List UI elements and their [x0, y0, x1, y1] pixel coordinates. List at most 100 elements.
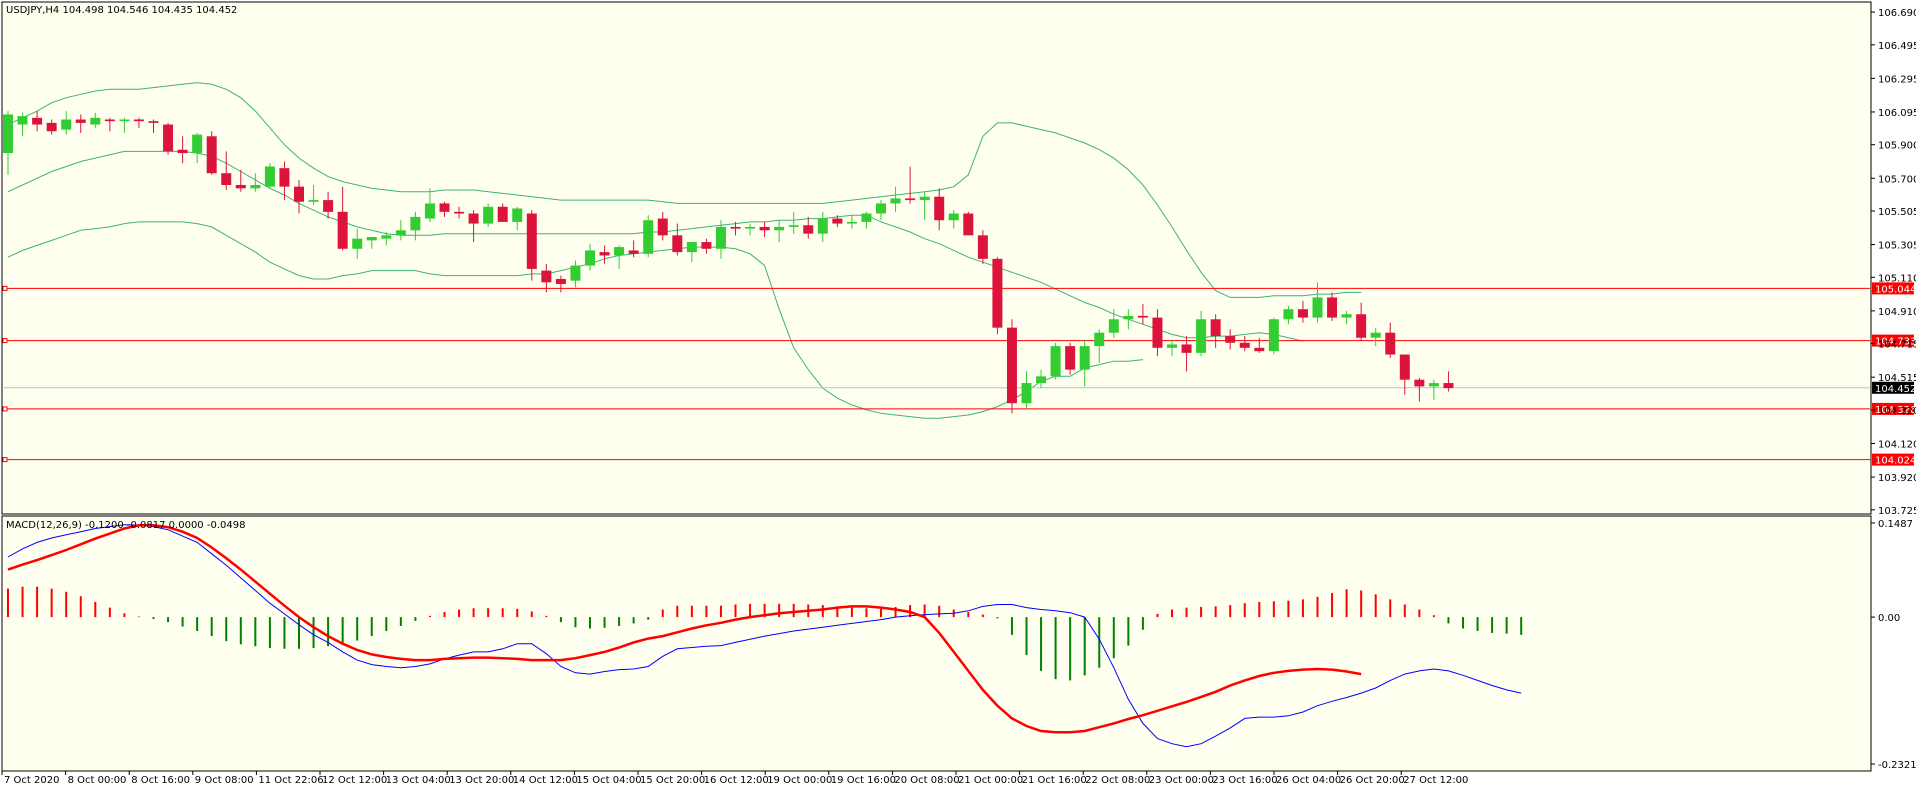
- candle-body: [861, 213, 872, 222]
- candle-body: [1108, 319, 1119, 333]
- candle-body: [1006, 327, 1017, 404]
- candle-body: [148, 121, 159, 123]
- time-tick-label: 21 Oct 00:00: [958, 775, 1023, 786]
- price-tick-label: 104.910: [1878, 307, 1916, 318]
- candle-body: [1414, 379, 1425, 387]
- candle-body: [192, 134, 203, 154]
- candle-body: [730, 226, 741, 229]
- candle-body: [643, 220, 654, 254]
- candle-body: [454, 211, 465, 214]
- current-price-tag: [1872, 381, 1914, 394]
- time-tick-label: 27 Oct 12:00: [1403, 775, 1468, 786]
- candle-body: [410, 216, 421, 231]
- level-price-label: 104.024: [1875, 456, 1916, 467]
- candle-body: [1050, 346, 1061, 377]
- candle-body: [337, 211, 348, 249]
- price-tick-label: 104.120: [1878, 439, 1916, 450]
- candle-body: [1137, 315, 1148, 318]
- candle-body: [1036, 376, 1047, 384]
- price-tick-label: 106.690: [1878, 8, 1916, 19]
- candle-body: [119, 119, 130, 122]
- time-tick-label: 11 Oct 22:06: [258, 775, 323, 786]
- candle-body: [934, 196, 945, 221]
- candle-body: [1079, 346, 1090, 370]
- candle-body: [1152, 317, 1163, 348]
- candle-body: [163, 124, 174, 152]
- candle-body: [483, 206, 494, 224]
- candle-body: [17, 116, 28, 125]
- price-tick-label: 105.305: [1878, 241, 1916, 252]
- candle-body: [75, 119, 86, 123]
- candle-body: [1356, 314, 1367, 338]
- macd-tick-label: 0.1487: [1878, 519, 1913, 530]
- horizontal-levels[interactable]: 105.044 104.733 104.326 104.024 104.452: [2, 282, 1916, 467]
- bollinger-middle-line: [7, 150, 1304, 342]
- candle-body: [905, 198, 916, 201]
- candle-body: [555, 278, 566, 285]
- time-tick-label: 15 Oct 04:00: [576, 775, 641, 786]
- candle-body: [1283, 309, 1294, 320]
- macd-line: [7, 524, 1522, 748]
- candle-body: [526, 213, 537, 269]
- candle-body: [759, 226, 770, 231]
- candle-body: [919, 196, 930, 201]
- candle-body: [264, 166, 275, 187]
- candle-body: [585, 250, 595, 266]
- candle-body: [1428, 383, 1439, 387]
- candle-body: [977, 235, 988, 259]
- candle-body: [1385, 332, 1396, 355]
- price-tick-label: 106.095: [1878, 108, 1916, 119]
- candle-body: [599, 252, 610, 256]
- candlesticks: [3, 111, 1454, 414]
- price-tick-label: 105.700: [1878, 174, 1916, 185]
- candle-body: [1196, 319, 1207, 353]
- time-tick-label: 26 Oct 20:00: [1340, 775, 1405, 786]
- candle-body: [832, 218, 843, 224]
- time-tick-label: 21 Oct 16:00: [1022, 775, 1087, 786]
- macd-pane-background: [1, 515, 1872, 772]
- candle-body: [366, 237, 377, 241]
- candle-body: [497, 206, 508, 222]
- price-tick-label: 106.295: [1878, 74, 1916, 85]
- candle-body: [424, 203, 435, 219]
- candle-body: [512, 208, 523, 222]
- time-tick-label: 14 Oct 12:00: [513, 775, 578, 786]
- candle-body: [846, 221, 857, 224]
- level-price-label: 105.044: [1875, 284, 1916, 295]
- price-axis[interactable]: 106.690 106.495 106.295 106.095 105.900 105.7…: [1871, 8, 1916, 517]
- macd-tick-label: -0.2321: [1878, 760, 1916, 771]
- time-tick-label: 26 Oct 04:00: [1276, 775, 1341, 786]
- candle-body: [439, 203, 450, 212]
- candle-body: [1181, 344, 1192, 353]
- price-tick-label: 105.110: [1878, 273, 1916, 284]
- candle-body: [352, 238, 363, 249]
- time-tick-label: 22 Oct 08:00: [1085, 775, 1150, 786]
- candle-body: [1341, 314, 1352, 318]
- candle-body: [1399, 354, 1410, 380]
- candle-body: [876, 203, 886, 214]
- candle-body: [395, 230, 406, 236]
- candle-body: [1225, 336, 1236, 343]
- level-anchor: [2, 338, 8, 344]
- candle-body: [468, 213, 479, 224]
- candle-body: [308, 200, 319, 202]
- time-tick-label: 12 Oct 12:00: [322, 775, 387, 786]
- time-tick-label: 9 Oct 08:00: [195, 775, 254, 786]
- bollinger-upper-line: [7, 82, 1362, 298]
- time-tick-label: 15 Oct 20:00: [640, 775, 705, 786]
- candle-body: [3, 114, 13, 154]
- time-tick-label: 19 Oct 00:00: [767, 775, 832, 786]
- candle-body: [1312, 297, 1323, 318]
- level-price-label: 104.733: [1875, 337, 1916, 348]
- candle-body: [381, 235, 392, 239]
- candle-body: [323, 200, 334, 212]
- candle-body: [686, 242, 697, 253]
- candle-body: [250, 184, 261, 189]
- candle-body: [32, 117, 43, 125]
- time-axis[interactable]: 7 Oct 2020 8 Oct 00:00 8 Oct 16:00 9 Oct 08…: [1, 771, 1468, 786]
- candle-body: [46, 122, 57, 132]
- time-tick-label: 19 Oct 16:00: [831, 775, 896, 786]
- candle-body: [672, 235, 683, 253]
- candle-body: [1254, 347, 1265, 352]
